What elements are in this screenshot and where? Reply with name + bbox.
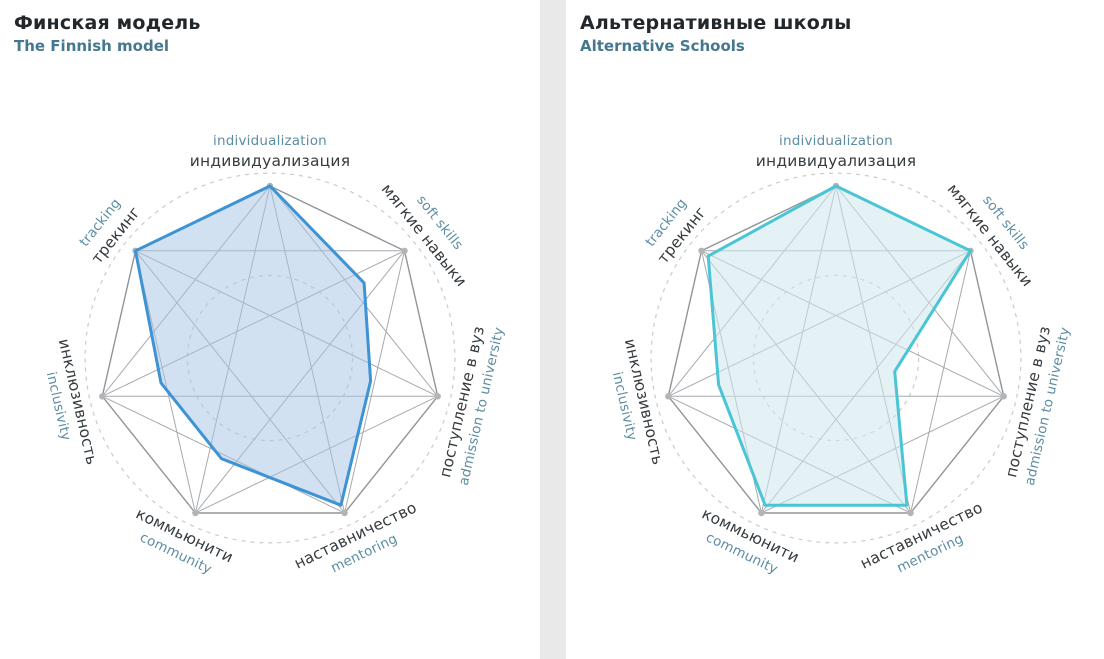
vertex-dot [758, 509, 765, 517]
grid-ring [650, 172, 1022, 544]
vertex-dot [192, 509, 199, 517]
axis-label-ru: индивидуализация [756, 152, 916, 170]
radar-chart-finnish-model: индивидуализацияindividualizationмягкие … [43, 133, 508, 578]
vertex-dot [341, 509, 348, 517]
axis-label-en: individualization [779, 133, 893, 149]
radar-chart-alternative-schools: индивидуализацияindividualizationмягкие … [609, 133, 1074, 578]
grid-ring [84, 172, 456, 544]
chart-subtitle-finnish: The Finnish model [14, 37, 170, 55]
data-polygon [134, 184, 373, 507]
vertex-dot [434, 393, 441, 400]
vertex-dot [1000, 393, 1007, 400]
web-line [269, 185, 405, 252]
data-polygon [706, 184, 972, 507]
vertex-dot [401, 247, 408, 254]
web-line [667, 250, 703, 397]
chart-subtitle-alternative: Alternative Schools [580, 37, 745, 55]
web-line [101, 250, 137, 397]
panel-header-finnish: Финская модель The Finnish model [14, 12, 201, 55]
web-line [910, 395, 1005, 514]
web-line [910, 250, 971, 514]
web-line [667, 395, 762, 514]
web-line [969, 250, 1005, 397]
panel-alternative-schools: Альтернативные школы Alternative Schools… [566, 0, 1104, 659]
panel-header-alternative: Альтернативные школы Alternative Schools [580, 12, 851, 55]
vertex-dot [99, 393, 106, 400]
web-line [344, 395, 439, 514]
web-line [344, 250, 405, 514]
chart-title-alternative: Альтернативные школы [580, 12, 852, 34]
vertex-dot [698, 247, 705, 254]
panel-finnish-model: Финская модель The Finnish model индивид… [0, 0, 540, 659]
web-line [403, 250, 439, 397]
web-line [101, 395, 196, 514]
axis-label-en: individualization [213, 133, 327, 149]
vertex-dot [907, 509, 914, 517]
vertex-dot [665, 393, 672, 400]
chart-title-finnish: Финская модель [14, 12, 201, 34]
axis-label-ru: индивидуализация [190, 152, 350, 170]
